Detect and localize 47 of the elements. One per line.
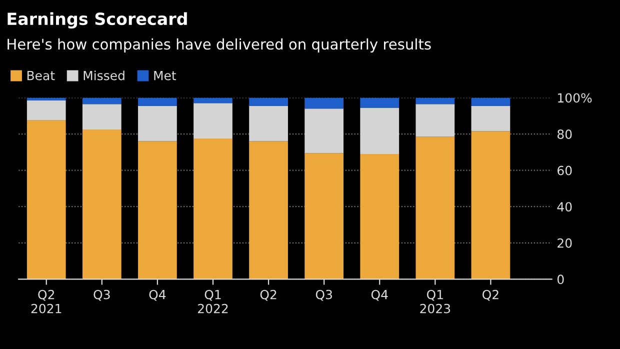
bar — [249, 106, 288, 142]
bar — [304, 98, 344, 109]
x-tick-label: Q4 — [149, 290, 166, 301]
legend-label: Missed — [84, 70, 124, 80]
chart-subtitle: Here's how companies have delivered on quarterly results — [8, 38, 431, 53]
x-tick-label: Q1 2023 — [420, 290, 450, 314]
bar — [416, 136, 455, 280]
bar — [416, 104, 455, 137]
x-tick-label: Q2 2021 — [31, 290, 62, 314]
bar — [26, 100, 66, 120]
y-tick-label: 20 — [558, 238, 572, 248]
bar — [471, 131, 510, 280]
bar — [138, 98, 177, 106]
bar — [471, 98, 510, 106]
bar — [194, 138, 232, 280]
bar — [82, 104, 122, 130]
y-tick-label: 80 — [558, 129, 572, 139]
bar — [304, 153, 344, 280]
y-tick-label: 40 — [557, 202, 572, 212]
x-tick-label: Q3 — [94, 290, 110, 301]
chart-title: Earnings Scorecard — [8, 12, 187, 28]
bar — [26, 120, 66, 280]
x-tick-label: Q1 2022 — [198, 290, 228, 314]
x-tick-label: Q2 — [482, 290, 498, 301]
bar — [360, 98, 400, 108]
x-tick-label: Q3 — [316, 290, 332, 301]
bar — [194, 103, 232, 139]
bar — [249, 141, 288, 280]
x-tick-label: Q4 — [371, 290, 388, 301]
bar — [360, 108, 400, 154]
bar — [249, 98, 288, 106]
bar — [138, 106, 177, 142]
bar — [416, 98, 455, 104]
bar — [360, 154, 400, 280]
x-tick-label: Q2 — [260, 290, 276, 301]
bar — [82, 98, 122, 104]
bar — [26, 98, 66, 100]
y-tick-label: 0 — [557, 274, 564, 284]
y-tick-label: 60 — [558, 166, 572, 176]
bar — [304, 108, 344, 154]
bar — [194, 98, 232, 104]
legend-label: Met — [154, 70, 176, 80]
bar — [471, 106, 510, 132]
bar — [82, 129, 122, 280]
legend-label: Beat — [27, 70, 55, 80]
y-tick-label: 100% — [558, 93, 592, 103]
bar — [138, 141, 177, 280]
